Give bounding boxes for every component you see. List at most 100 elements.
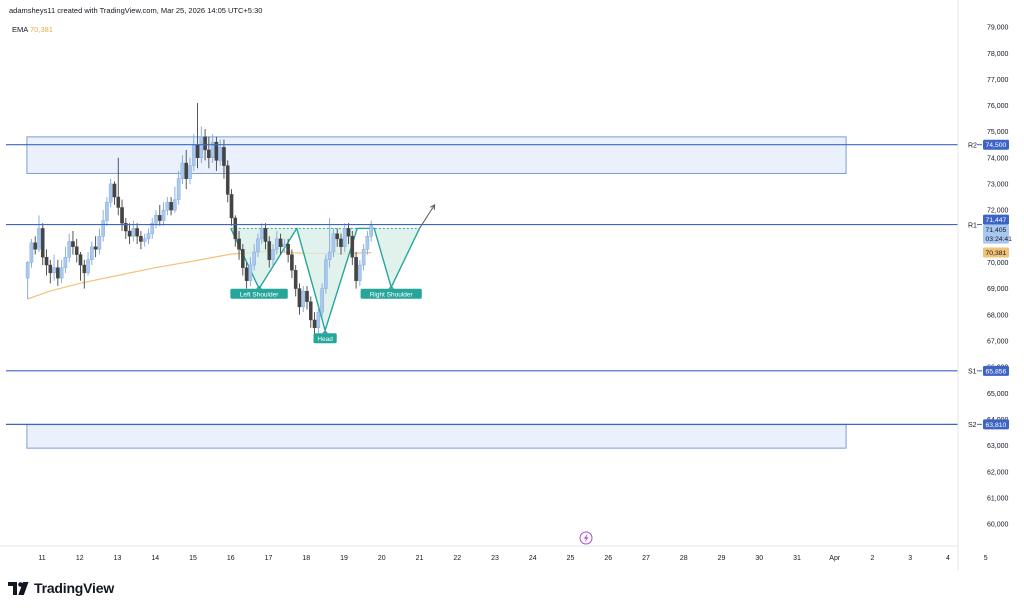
- time-tick-label: 14: [151, 555, 159, 562]
- candle-74: [301, 285, 306, 313]
- candle-body: [267, 241, 272, 261]
- candle-2: [29, 238, 34, 268]
- candle-91: [365, 231, 370, 255]
- price-tick-label: 60,000: [987, 522, 1009, 529]
- candle-84: [339, 233, 343, 255]
- candle-73: [297, 283, 302, 315]
- ema-price-badge-text: 70,381: [986, 250, 1007, 257]
- lightning-icon[interactable]: [579, 531, 593, 545]
- candle-66: [271, 244, 275, 266]
- time-tick-label: 26: [604, 555, 612, 562]
- candle-59: [244, 262, 249, 289]
- candle-19: [93, 236, 98, 258]
- time-tick-label: 19: [340, 555, 348, 562]
- candle-70: [286, 238, 290, 263]
- candle-body: [324, 259, 328, 289]
- time-tick-label: 25: [567, 555, 575, 562]
- pattern-label-text: Left Shoulder: [240, 291, 280, 298]
- candle-76: [308, 296, 313, 328]
- tradingview-brand[interactable]: TradingView: [8, 578, 114, 598]
- candle-81: [327, 217, 332, 268]
- breakout-arrow-head: [429, 203, 436, 210]
- time-tick-label: 12: [76, 555, 84, 562]
- candle-body: [218, 147, 222, 161]
- time-tick-label: 20: [378, 555, 386, 562]
- candle-body: [339, 238, 343, 247]
- candle-17: [86, 251, 90, 276]
- pattern-label-box: [230, 288, 288, 299]
- time-tick-label: 16: [227, 555, 235, 562]
- candle-39: [169, 197, 173, 216]
- candle-body: [74, 246, 79, 255]
- price-tick-label: 78,000: [987, 51, 1009, 58]
- time-axis[interactable]: 11 12 13 14 15 16 17 18 19 20 21 22 23 24 25 26 27 28 29 30…: [38, 555, 987, 562]
- candle-77: [312, 312, 317, 336]
- candle-body: [286, 243, 290, 255]
- pattern-label-pointer: [388, 285, 395, 289]
- level-badge-s2-box: [983, 419, 1009, 430]
- candle-36: [157, 204, 162, 226]
- candle-58: [241, 244, 245, 276]
- candle-body: [157, 215, 162, 221]
- time-tick-label: Apr: [829, 555, 841, 562]
- ema-indicator-name[interactable]: EMA: [12, 25, 28, 34]
- candle-body: [120, 207, 124, 224]
- current-price-badge-text: 03:24:41: [986, 236, 1013, 243]
- candle-27: [124, 217, 128, 239]
- pattern-outline: [230, 227, 421, 332]
- candle-body: [161, 209, 166, 221]
- time-tick-label: 4: [946, 555, 950, 562]
- candle-body: [275, 238, 279, 250]
- attribution-text: adamsheys11 created with TradingView.com…: [9, 6, 262, 15]
- candle-body: [146, 233, 151, 240]
- candle-body: [312, 319, 317, 329]
- candle-body: [222, 147, 226, 166]
- pattern-label-pointer: [322, 330, 329, 334]
- candle-body: [116, 196, 121, 208]
- level-badge-s1-text: 65,856: [986, 368, 1007, 375]
- ema-indicator-value: 70,381: [30, 25, 53, 34]
- pattern-label-right-shoulder: Right Shoulder: [360, 285, 422, 299]
- candle-body: [142, 238, 147, 242]
- candle-body: [282, 243, 287, 247]
- levels-layer: R2 R1 S1 S2: [6, 143, 982, 429]
- candle-87: [350, 231, 355, 266]
- candle-52: [218, 139, 222, 166]
- candle-body: [241, 249, 245, 268]
- candle-body: [173, 199, 177, 211]
- candle-13: [71, 231, 75, 255]
- candle-41: [176, 170, 181, 205]
- candle-33: [146, 228, 151, 245]
- candle-body: [214, 141, 219, 161]
- level-label-s1: S1: [968, 369, 977, 376]
- candle-body: [203, 136, 207, 151]
- candle-body: [327, 251, 332, 261]
- ema-price-badge-box: [983, 247, 1009, 258]
- price-tick-label: 68,000: [987, 312, 1009, 319]
- candle-body: [271, 249, 275, 261]
- candle-body: [365, 236, 370, 250]
- price-tick-label: 65,000: [987, 391, 1009, 398]
- candle-body: [354, 256, 358, 281]
- candle-body: [97, 236, 102, 250]
- candle-34: [150, 217, 155, 239]
- candle-68: [278, 233, 283, 255]
- candle-50: [210, 134, 215, 164]
- candle-body: [25, 262, 30, 279]
- candle-body: [67, 241, 71, 258]
- candle-body: [342, 228, 347, 247]
- candle-88: [354, 251, 358, 289]
- candle-body: [139, 236, 143, 242]
- zone-rect-2: [26, 424, 847, 449]
- current-price-badge-box: [983, 224, 1009, 244]
- candle-body: [90, 246, 94, 261]
- time-tick-label: 23: [491, 555, 499, 562]
- price-tick-label: 70,000: [987, 260, 1009, 267]
- candle-body: [127, 230, 132, 237]
- level-badge-r1-box: [983, 214, 1009, 225]
- candle-body: [82, 264, 87, 274]
- time-tick-label: 22: [453, 555, 461, 562]
- candle-9: [56, 259, 60, 286]
- time-tick-label: 15: [189, 555, 197, 562]
